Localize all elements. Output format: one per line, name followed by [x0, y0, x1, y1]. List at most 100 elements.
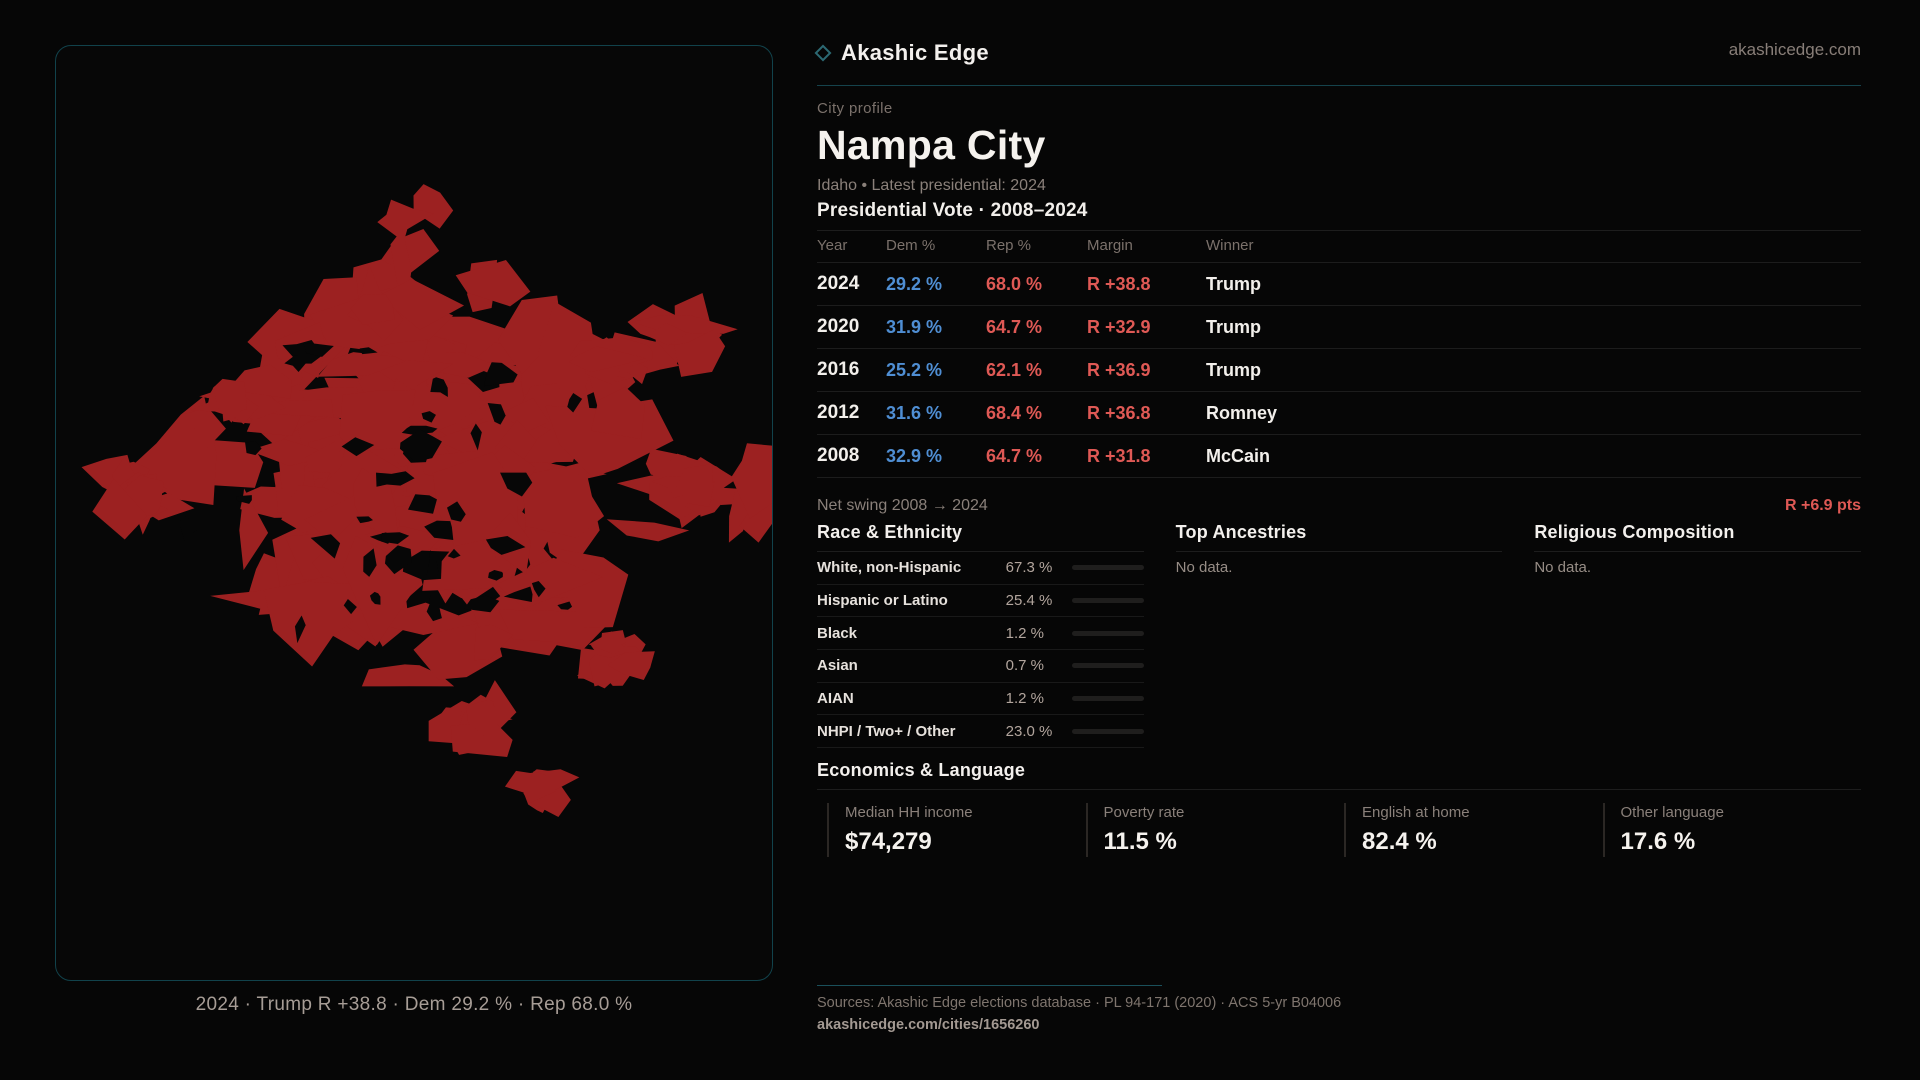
profile-kicker: City profile — [817, 100, 893, 117]
race-bar — [1071, 630, 1144, 636]
stat-card: English at home 82.4 % — [1344, 803, 1603, 857]
net-swing-row: Net swing 2008 → 2024 R +6.9 pts — [817, 478, 1861, 515]
cell-winner: McCain — [1206, 445, 1271, 466]
race-label: AIAN — [817, 690, 854, 708]
city-profile-panel: Akashic Edge akashicedge.com City profil… — [814, 0, 1861, 1080]
brand: Akashic Edge — [814, 40, 989, 66]
race-label: Black — [817, 624, 858, 642]
top-ancestries-section: Top Ancestries No data. — [1175, 522, 1503, 748]
race-row: AIAN 1.2 % — [817, 683, 1144, 716]
table-row: 2008 32.9 % 64.7 % R +31.8 McCain — [817, 435, 1861, 478]
cell-margin: R +32.9 — [1087, 316, 1151, 337]
cell-rep: 64.7 % — [986, 316, 1043, 337]
stat-value: 17.6 % — [1620, 828, 1696, 855]
race-label: NHPI / Two+ / Other — [817, 722, 956, 740]
race-ethnicity-title: Race & Ethnicity — [817, 522, 1144, 552]
cell-dem: 31.9 % — [886, 316, 943, 337]
stat-label: Median HH income — [845, 804, 973, 821]
race-bar — [1071, 728, 1144, 734]
cell-winner: Trump — [1206, 316, 1262, 337]
stat-value: $74,279 — [845, 828, 932, 855]
race-bar — [1071, 663, 1144, 669]
race-value: 1.2 % — [1005, 624, 1045, 642]
stat-card: Median HH income $74,279 — [827, 803, 1086, 857]
demographics-columns: Race & Ethnicity White, non-Hispanic 67.… — [817, 522, 1861, 749]
cell-year: 2016 — [817, 359, 860, 380]
net-swing-value: R +6.9 pts — [1784, 497, 1861, 514]
religious-composition-title: Religious Composition — [1534, 522, 1861, 552]
site-domain-link[interactable]: akashicedge.com — [1728, 40, 1861, 59]
election-table-title: Presidential Vote · 2008–2024 — [817, 200, 1861, 231]
cell-rep: 64.7 % — [986, 445, 1043, 466]
cell-dem: 32.9 % — [886, 445, 943, 466]
table-row: 2016 25.2 % 62.1 % R +36.9 Trump — [817, 349, 1861, 392]
brand-diamond-icon — [814, 44, 832, 62]
stat-label: English at home — [1362, 804, 1470, 821]
election-table-header: Year Dem % Rep % Margin Winner — [817, 231, 1861, 263]
cell-year: 2020 — [817, 316, 860, 337]
col-year: Year — [817, 237, 848, 254]
table-row: 2020 31.9 % 64.7 % R +32.9 Trump — [817, 306, 1861, 349]
race-row: Asian 0.7 % — [817, 650, 1144, 683]
app-header: Akashic Edge akashicedge.com — [814, 40, 1861, 86]
cell-margin: R +38.8 — [1087, 273, 1151, 294]
religion-no-data: No data. — [1534, 559, 1592, 576]
race-row: Hispanic or Latino 25.4 % — [817, 585, 1144, 618]
net-swing-label: Net swing 2008 → 2024 — [817, 497, 988, 514]
city-boundary-map — [81, 184, 772, 818]
economics-title: Economics & Language — [817, 760, 1861, 790]
race-ethnicity-section: Race & Ethnicity White, non-Hispanic 67.… — [817, 522, 1144, 749]
race-row: Black 1.2 % — [817, 617, 1144, 651]
race-row: NHPI / Two+ / Other 23.0 % — [817, 715, 1144, 749]
col-margin: Margin — [1087, 237, 1133, 254]
race-value: 25.4 % — [1005, 592, 1053, 610]
cell-rep: 62.1 % — [986, 359, 1043, 380]
race-row: White, non-Hispanic 67.3 % — [817, 552, 1144, 585]
economics-stats: Median HH income $74,279 Poverty rate 11… — [817, 803, 1861, 857]
page-title: Nampa City — [817, 122, 1046, 168]
race-bar — [1071, 598, 1144, 604]
permalink-link[interactable]: akashicedge.com/cities/1656260 — [817, 1017, 1040, 1033]
cell-dem: 29.2 % — [886, 273, 943, 294]
stat-card: Poverty rate 11.5 % — [1085, 803, 1345, 857]
map-caption: 2024 · Trump R +38.8 · Dem 29.2 % · Rep … — [195, 994, 633, 1015]
cell-winner: Romney — [1206, 402, 1278, 423]
cell-rep: 68.0 % — [986, 273, 1043, 294]
city-map-panel — [55, 45, 773, 981]
economics-section: Economics & Language Median HH income $7… — [817, 760, 1861, 857]
sources-text: Sources: Akashic Edge elections database… — [817, 995, 1342, 1011]
cell-winner: Trump — [1206, 359, 1262, 380]
cell-margin: R +36.8 — [1087, 402, 1151, 423]
table-row: 2012 31.6 % 68.4 % R +36.8 Romney — [817, 392, 1861, 435]
cell-year: 2012 — [817, 402, 860, 423]
race-value: 1.2 % — [1005, 690, 1045, 708]
race-value: 67.3 % — [1005, 559, 1053, 577]
stat-value: 82.4 % — [1362, 828, 1437, 855]
cell-rep: 68.4 % — [986, 402, 1043, 423]
cell-year: 2024 — [817, 273, 860, 294]
cell-year: 2008 — [817, 445, 860, 466]
cell-margin: R +31.8 — [1087, 445, 1151, 466]
page-footer: Sources: Akashic Edge elections database… — [817, 985, 1861, 1034]
col-dem: Dem % — [886, 237, 936, 254]
race-value: 23.0 % — [1005, 722, 1053, 740]
cell-winner: Trump — [1206, 273, 1262, 294]
race-value: 0.7 % — [1005, 657, 1045, 675]
cell-margin: R +36.9 — [1087, 359, 1151, 380]
stat-card: Other language 17.6 % — [1602, 803, 1862, 857]
profile-subtitle: Idaho • Latest presidential: 2024 — [817, 177, 1046, 194]
top-ancestries-title: Top Ancestries — [1175, 522, 1503, 552]
race-bar — [1071, 696, 1144, 702]
race-label: Hispanic or Latino — [817, 592, 948, 610]
race-bar — [1071, 565, 1144, 571]
stat-label: Poverty rate — [1103, 804, 1185, 821]
cell-dem: 25.2 % — [886, 359, 943, 380]
brand-name: Akashic Edge — [841, 40, 989, 65]
profile-heading: City profile Nampa City Idaho • Latest p… — [817, 100, 1861, 195]
race-label: Asian — [817, 657, 858, 675]
race-label: White, non-Hispanic — [817, 559, 962, 577]
ancestries-no-data: No data. — [1175, 559, 1233, 576]
election-table-section: Presidential Vote · 2008–2024 Year Dem %… — [817, 200, 1861, 515]
cell-dem: 31.6 % — [886, 402, 943, 423]
col-rep: Rep % — [986, 237, 1032, 254]
